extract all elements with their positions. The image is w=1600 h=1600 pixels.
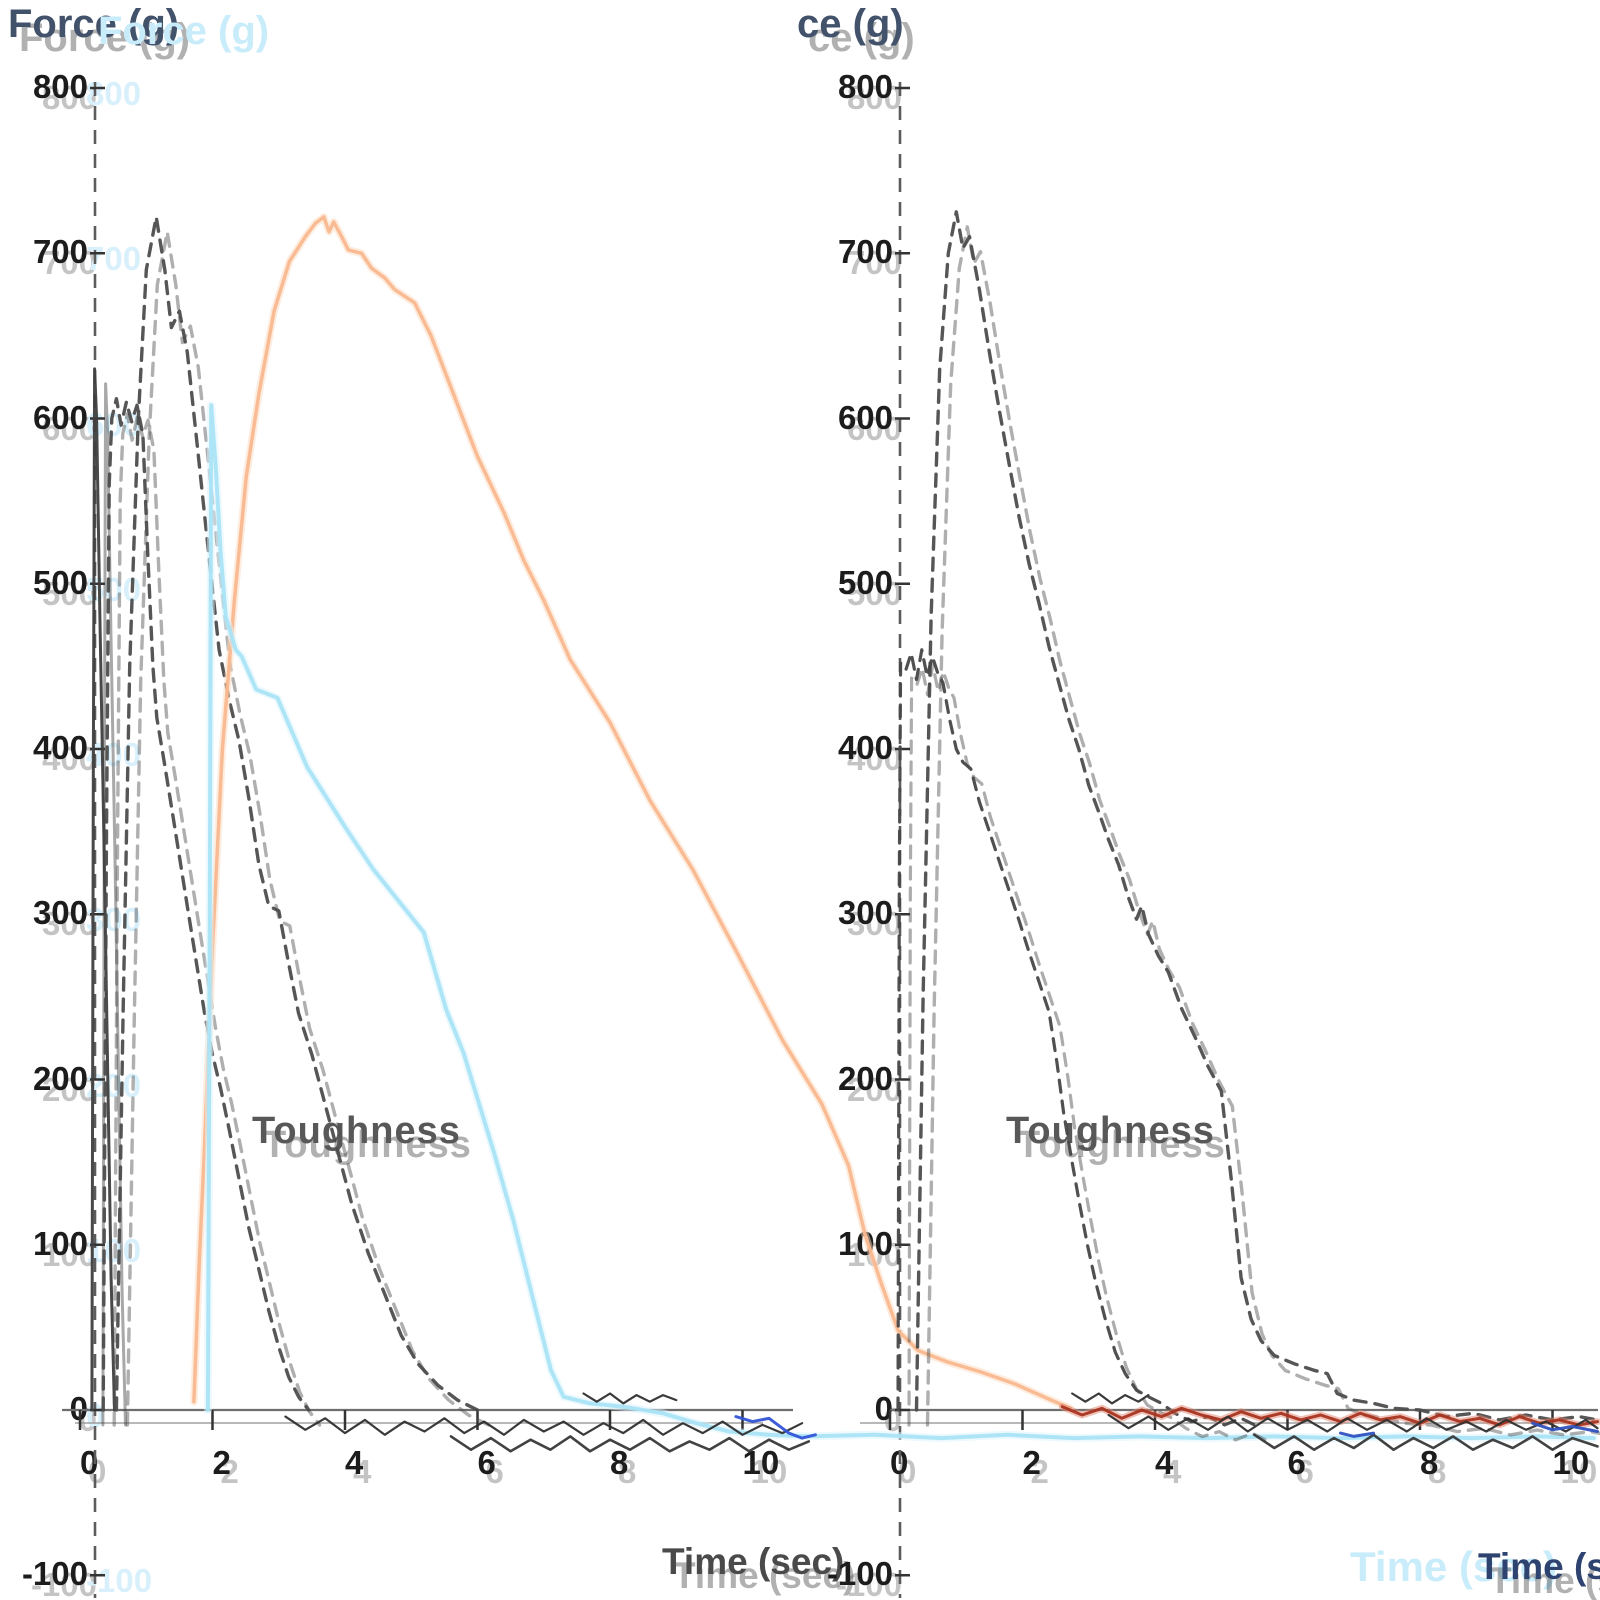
right-grey-dashed-big [914,210,1600,1422]
left-y-tick-label: 200 [32,1059,88,1097]
cyan-curve [205,403,1596,1441]
left-y-tick-label-ghost: 500 [86,570,142,608]
left-y-tick-label: -100 [21,1555,88,1593]
cyan-curve-halo [203,401,1598,1443]
right-y-tick-label: 800 [837,68,893,105]
left-y-tick-label: 0 [69,1390,88,1427]
left-x-tick-label: 0 [80,1444,99,1481]
left-y-tick-label: 600 [32,398,88,436]
right-y-tick-label: 300 [837,894,893,932]
left-grey-dashed-mid-ghost [112,412,322,1427]
right-x-tick-label: 10 [1552,1444,1590,1481]
right-annotation-toughness: Toughness [1006,1110,1215,1152]
left-force-axis-title: Force (g) [8,2,180,46]
right-grey-small-ghost [907,663,1271,1444]
right-x-tick-label: 6 [1287,1444,1306,1481]
left-time-axis-title: Time (sec) [662,1541,845,1582]
right-x-tick-label: 0 [890,1444,909,1481]
left-y-tick-label-ghost: 100 [86,1231,142,1269]
right-time-axis-title: Time (sec) [1478,1546,1600,1587]
right-force-axis-title: ce (g) [797,2,904,46]
left-y-tick-label: 500 [32,563,88,601]
left-navy-segment [734,1415,817,1440]
right-y-tick-label: 500 [837,563,893,601]
orange-curve [192,215,1073,1411]
right-baseline-noise-c [1071,1392,1150,1405]
right-x-tick-label: 4 [1155,1444,1174,1481]
left-y-tick-label: 100 [32,1224,88,1262]
left-y-tick-label: 300 [32,894,88,932]
left-x-tick-label: 8 [610,1444,629,1481]
left-y-tick-label-ghost: 200 [86,1066,142,1104]
orange-curve-halo [190,213,1075,1413]
left-x-tick-label: 10 [742,1444,780,1481]
right-x-tick-label: 8 [1420,1444,1439,1481]
red-curve-halo [1058,1403,1600,1429]
left-y-tick-label-ghost: 300 [86,901,142,939]
left-y-tick-label: 800 [32,68,88,105]
left-y-tick-label: 400 [32,729,88,766]
right-grey-dashed-big-ghost [925,225,1600,1437]
left-force-axis-title-ghost: Force (g) [98,9,270,53]
right-y-tick-label: 200 [837,1059,893,1097]
left-baseline-noise-c [582,1392,678,1405]
right-baseline-noise-a [1107,1413,1599,1433]
left-x-tick-label: 2 [212,1444,231,1481]
right-y-tick-label: 400 [837,729,893,766]
left-grey-dashed-big-ghost [125,230,491,1427]
left-y-tick-label-ghost: 700 [86,240,142,278]
right-grey-small [896,648,1260,1429]
right-y-tick-label: 600 [837,398,893,436]
right-y-tick-label: -100 [826,1555,893,1593]
left-grey-dashed-big [114,215,480,1412]
left-y-tick-label-ghost: 0 [86,1397,105,1434]
left-x-tick-label: 6 [477,1444,496,1481]
left-y-tick-label: 700 [32,233,88,271]
right-navy-segment-b [1531,1421,1599,1433]
left-annotation-toughness: Toughness [252,1110,461,1152]
right-y-tick-label: 100 [837,1224,893,1262]
left-y-tick-label-ghost: 600 [86,405,142,443]
left-y-tick-label-ghost: -100 [86,1562,153,1600]
red-curve [1060,1405,1599,1427]
right-y-tick-label: 700 [837,233,893,271]
left-y-tick-label-ghost: 400 [86,736,142,773]
right-y-tick-label: 0 [874,1390,893,1427]
right-x-tick-label: 2 [1022,1444,1041,1481]
right-time-axis-title-ghost: Time (sec) [1350,1543,1557,1590]
right-navy-segment-a [1339,1431,1376,1438]
left-y-tick-label-ghost: 800 [86,75,142,112]
left-x-tick-label: 4 [345,1444,364,1481]
left-baseline-noise-a [284,1415,804,1436]
